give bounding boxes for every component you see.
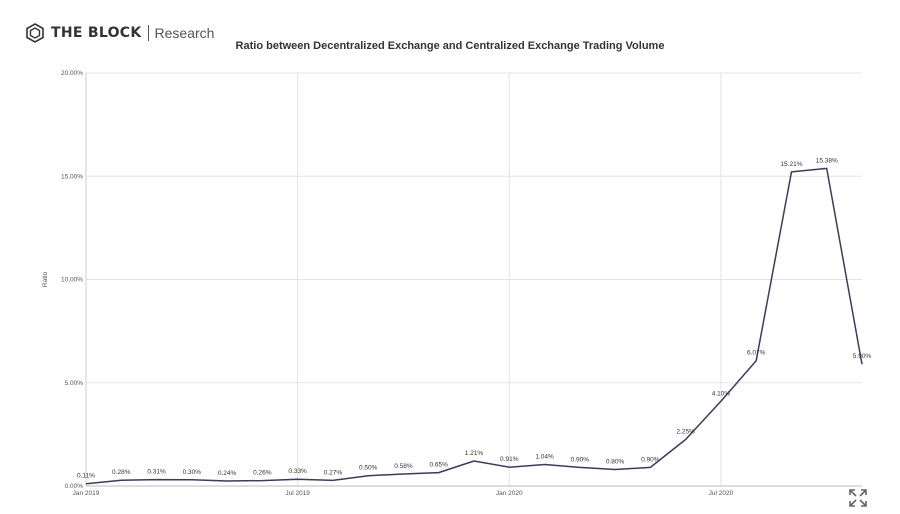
data-label: 0.65% bbox=[430, 462, 449, 469]
y-tick-label: 0.00% bbox=[65, 483, 84, 490]
data-label: 0.24% bbox=[218, 470, 237, 477]
data-label: 0.80% bbox=[606, 458, 625, 465]
data-label: 0.33% bbox=[288, 468, 307, 475]
y-tick-label: 15.00% bbox=[61, 173, 83, 180]
x-tick-label: Jan 2020 bbox=[496, 490, 523, 497]
data-label: 0.90% bbox=[641, 456, 660, 463]
data-label: 0.26% bbox=[253, 470, 272, 477]
data-label: 0.27% bbox=[324, 469, 343, 476]
brand-header: THE BLOCK Research bbox=[25, 22, 214, 44]
x-tick-label: Jul 2020 bbox=[709, 490, 734, 497]
brand-section: Research bbox=[154, 25, 215, 41]
y-tick-label: 20.00% bbox=[61, 70, 83, 77]
data-label: 2.25% bbox=[676, 429, 695, 436]
data-label: 4.10% bbox=[712, 390, 731, 397]
data-label: 1.21% bbox=[465, 450, 484, 457]
chart-title: Ratio between Decentralized Exchange and… bbox=[235, 40, 665, 52]
brand-name: THE BLOCK bbox=[51, 25, 142, 41]
x-tick-label: Jan 2019 bbox=[73, 490, 100, 497]
data-label: 0.31% bbox=[147, 469, 166, 476]
data-label: 15.21% bbox=[780, 161, 802, 168]
y-axis-label: Ratio bbox=[42, 272, 49, 288]
data-label: 5.90% bbox=[853, 353, 872, 360]
data-label: 0.50% bbox=[359, 465, 378, 472]
data-label: 1.04% bbox=[535, 454, 554, 461]
y-tick-label: 10.00% bbox=[61, 277, 83, 284]
data-label: 0.58% bbox=[394, 463, 413, 470]
series-line bbox=[85, 167, 863, 485]
y-tick-label: 5.00% bbox=[65, 380, 84, 387]
data-label: 0.28% bbox=[112, 469, 131, 476]
data-label: 0.11% bbox=[77, 473, 95, 480]
data-label: 0.91% bbox=[500, 456, 519, 463]
expand-icon[interactable] bbox=[848, 488, 868, 508]
x-tick-label: Jul 2019 bbox=[285, 490, 310, 497]
data-label: 0.30% bbox=[183, 469, 202, 476]
data-label: 15.38% bbox=[816, 157, 838, 164]
the-block-cube-icon bbox=[26, 23, 44, 43]
data-label: 0.90% bbox=[571, 456, 590, 463]
data-label: 6.07% bbox=[747, 350, 766, 357]
brand-divider bbox=[147, 25, 149, 41]
